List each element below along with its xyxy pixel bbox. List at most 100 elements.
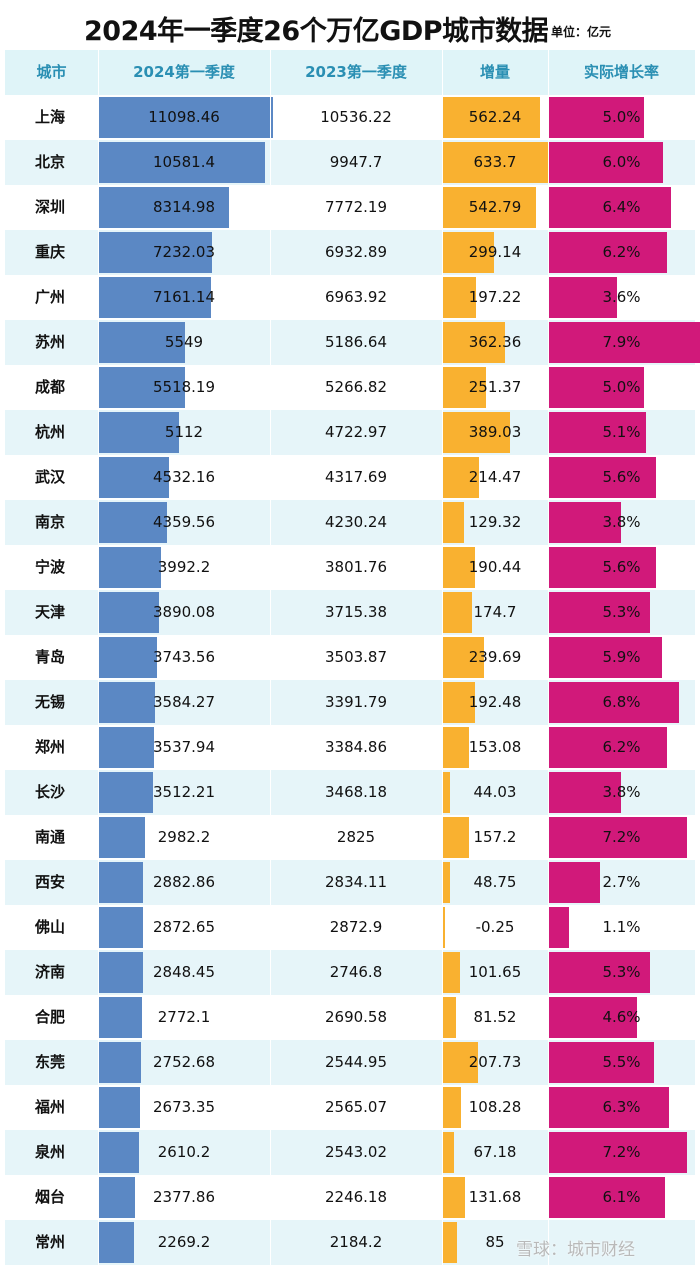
cell-city: 青岛	[35, 648, 66, 666]
bar-q1-2024	[98, 412, 179, 453]
cell-city: 南通	[35, 828, 66, 846]
cell-growth: 7.2%	[602, 1143, 641, 1161]
bar-q1-2024	[98, 997, 142, 1038]
bar-growth	[548, 637, 662, 678]
table-row: 无锡 3584.27 3391.79 192.48 6.8%	[5, 680, 695, 725]
cell-q1-2024: 7161.14	[152, 288, 216, 306]
bar-increase	[442, 1222, 457, 1263]
bar-growth	[548, 277, 618, 318]
bar-growth	[548, 142, 664, 183]
cell-increase: 362.36	[468, 333, 522, 351]
table-row: 广州 7161.14 6963.92 197.22 3.6%	[5, 275, 695, 320]
cell-growth: 5.3%	[602, 963, 641, 981]
table-row: 苏州 5549 5186.64 362.36 7.9%	[5, 320, 700, 365]
bar-increase	[442, 817, 470, 858]
table-row: 武汉 4532.16 4317.69 214.47 5.6%	[5, 455, 695, 500]
title-bar: 2024年一季度26个万亿GDP城市数据 单位：亿元	[0, 0, 700, 50]
cell-increase: 131.68	[468, 1188, 522, 1206]
bar-increase	[442, 1177, 465, 1218]
cell-q1-2023: 4317.69	[324, 468, 388, 486]
bar-q1-2024	[98, 907, 144, 948]
cell-q1-2024: 3743.56	[152, 648, 216, 666]
cell-q1-2024: 2377.86	[152, 1188, 216, 1206]
table-row: 南京 4359.56 4230.24 129.32 3.8%	[5, 500, 695, 545]
bar-increase	[442, 1132, 454, 1173]
bar-increase	[442, 142, 552, 183]
cell-growth: 3.6%	[602, 288, 641, 306]
cell-q1-2024: 2752.68	[152, 1053, 216, 1071]
cell-q1-2023: 4722.97	[324, 423, 388, 441]
cell-increase: 108.28	[468, 1098, 522, 1116]
cell-q1-2023: 2746.8	[329, 963, 383, 981]
cell-q1-2023: 3384.86	[324, 738, 388, 756]
cell-growth: 5.6%	[602, 468, 641, 486]
table-row: 泉州 2610.2 2543.02 67.18 7.2%	[5, 1130, 695, 1175]
bar-growth	[548, 592, 650, 633]
bar-increase	[442, 97, 540, 138]
bar-q1-2024	[98, 592, 160, 633]
cell-increase: 214.47	[468, 468, 522, 486]
cell-increase: 174.7	[473, 603, 517, 621]
cell-q1-2024: 7232.03	[152, 243, 216, 261]
bar-growth	[548, 997, 637, 1038]
cell-q1-2023: 3715.38	[324, 603, 388, 621]
cell-q1-2023: 7772.19	[324, 198, 388, 216]
cell-increase: 44.03	[473, 783, 517, 801]
cell-q1-2023: 2543.02	[324, 1143, 388, 1161]
bar-q1-2024	[98, 772, 154, 813]
cell-growth: 6.8%	[602, 693, 641, 711]
cell-city: 北京	[35, 153, 66, 171]
cell-q1-2024: 3512.21	[152, 783, 216, 801]
table-row: 佛山 2872.65 2872.9 -0.25 1.1%	[5, 905, 695, 950]
cell-increase: 157.2	[473, 828, 517, 846]
cell-growth: 6.3%	[602, 1098, 641, 1116]
table-row: 郑州 3537.94 3384.86 153.08 6.2%	[5, 725, 695, 770]
bar-increase	[442, 1087, 461, 1128]
cell-city: 宁波	[35, 558, 66, 576]
cell-city: 西安	[35, 873, 66, 891]
cell-increase: 389.03	[468, 423, 522, 441]
bar-increase	[442, 1042, 479, 1083]
bar-growth	[548, 457, 656, 498]
unit-label: 单位：亿元	[551, 25, 612, 39]
cell-q1-2023: 9947.7	[329, 153, 383, 171]
bar-growth	[548, 232, 668, 273]
bar-q1-2024	[98, 97, 273, 138]
bar-growth	[548, 1042, 654, 1083]
cell-city: 烟台	[35, 1188, 66, 1206]
table-row: 长沙 3512.21 3468.18 44.03 3.8%	[5, 770, 695, 815]
bar-increase	[442, 637, 484, 678]
bar-q1-2024	[98, 1087, 141, 1128]
cell-growth: 7.9%	[602, 333, 641, 351]
cell-increase: 562.24	[468, 108, 522, 126]
bar-increase	[442, 367, 486, 408]
cell-increase: 81.52	[473, 1008, 517, 1026]
cell-growth: 5.0%	[602, 378, 641, 396]
cell-growth: 6.1%	[602, 1188, 641, 1206]
table-row: 合肥 2772.1 2690.58 81.52 4.6%	[5, 995, 695, 1040]
column-divider	[270, 50, 271, 1271]
cell-growth: 5.0%	[602, 108, 641, 126]
bar-q1-2024	[98, 142, 265, 183]
bar-q1-2024	[98, 547, 161, 588]
bar-increase	[442, 997, 457, 1038]
cell-q1-2023: 5186.64	[324, 333, 388, 351]
cell-q1-2024: 3992.2	[157, 558, 211, 576]
cell-q1-2024: 5518.19	[152, 378, 216, 396]
cell-q1-2024: 10581.4	[152, 153, 216, 171]
table-row: 青岛 3743.56 3503.87 239.69 5.9%	[5, 635, 695, 680]
table-row: 杭州 5112 4722.97 389.03 5.1%	[5, 410, 695, 455]
cell-q1-2023: 2834.11	[324, 873, 388, 891]
cell-q1-2024: 2848.45	[152, 963, 216, 981]
table-row: 天津 3890.08 3715.38 174.7 5.3%	[5, 590, 695, 635]
cell-increase: 251.37	[468, 378, 522, 396]
bar-q1-2024	[98, 1042, 142, 1083]
cell-city: 郑州	[35, 738, 66, 756]
cell-q1-2023: 2690.58	[324, 1008, 388, 1026]
bar-increase	[442, 862, 451, 903]
table-row: 深圳 8314.98 7772.19 542.79 6.4%	[5, 185, 695, 230]
cell-q1-2023: 2544.95	[324, 1053, 388, 1071]
table-row: 宁波 3992.2 3801.76 190.44 5.6%	[5, 545, 695, 590]
cell-increase: 197.22	[468, 288, 522, 306]
cell-growth: 5.1%	[602, 423, 641, 441]
